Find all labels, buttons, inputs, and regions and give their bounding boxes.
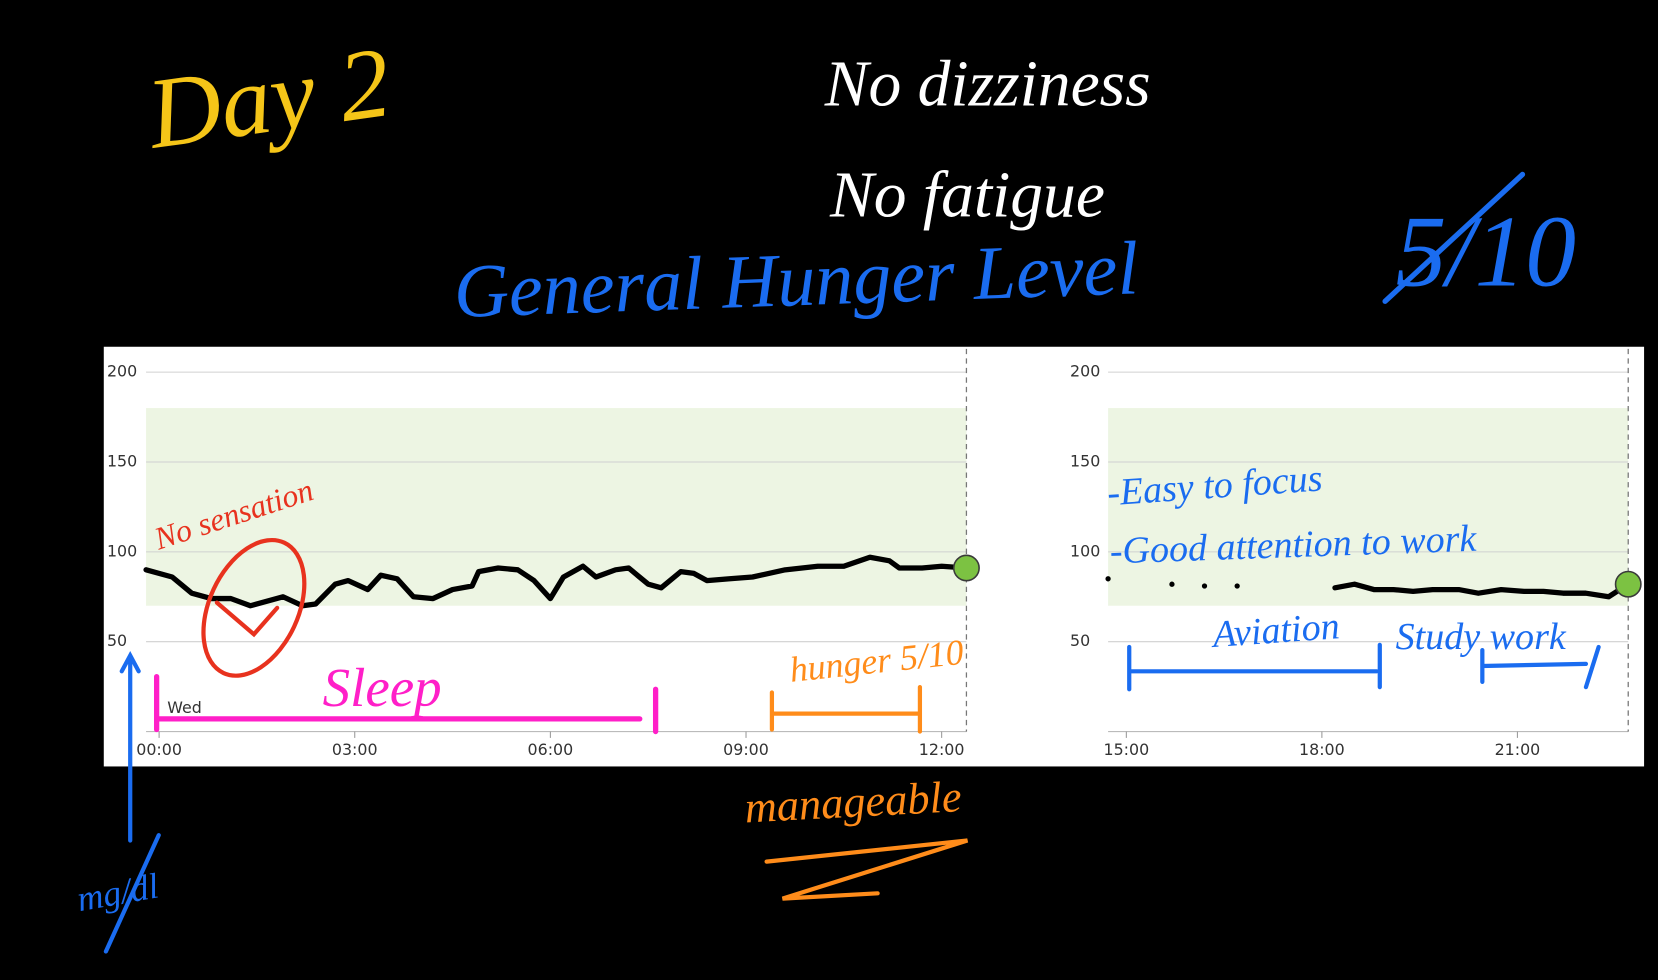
y-tick-label: 100 (1070, 541, 1100, 560)
y-tick-label: 100 (107, 541, 137, 560)
y-tick-label: 150 (1070, 451, 1100, 470)
y-tick-label: 50 (1070, 631, 1090, 650)
y-tick-label: 150 (107, 451, 137, 470)
red-circle (201, 537, 307, 678)
target-range (146, 408, 967, 606)
chart: 50 100 150 200 15:00 18:00 21:00 (1070, 348, 1642, 759)
hunger-bracket (769, 685, 923, 734)
red-dip (214, 600, 280, 638)
x-tick-label: 18:00 (1299, 740, 1345, 759)
fraction-slash (1382, 171, 1526, 304)
x-tick-label: 21:00 (1495, 740, 1541, 759)
y-tick-label: 50 (107, 631, 127, 650)
unit-slash (103, 833, 161, 954)
handwritten-note: Study work (1396, 616, 1567, 658)
chart: 50 100 150 200 00:00 03:00 06:00 09:00 12:00 Wed (107, 348, 980, 759)
scribble (764, 838, 969, 901)
y-tick-label: 200 (107, 362, 137, 381)
current-reading (952, 554, 980, 582)
target-range (1108, 408, 1629, 606)
x-tick-label: 12:00 (919, 740, 965, 759)
x-tick-label: 06:00 (528, 740, 574, 759)
handwritten-note: Sleep (323, 657, 442, 718)
aviation-bracket (1127, 642, 1382, 692)
glucose-line (1105, 576, 1631, 600)
x-tick-label: 00:00 (136, 740, 182, 759)
handwritten-note: 5/10 (1396, 195, 1576, 307)
glucose-line (143, 554, 970, 609)
x-tick-label: 15:00 (1104, 740, 1150, 759)
work-bracket (1480, 644, 1601, 690)
day-label: Wed (167, 698, 202, 717)
sleep-bracket (153, 673, 659, 735)
unit-arrow (119, 650, 141, 843)
x-tick-label: 09:00 (723, 740, 769, 759)
x-tick-label: 03:00 (332, 740, 378, 759)
handwritten-note: Aviation (1209, 605, 1341, 656)
handwritten-note: manageable (743, 771, 962, 832)
handwritten-note: No fatigue (829, 160, 1105, 232)
ink-strokes (103, 171, 1601, 954)
y-tick-label: 200 (1070, 362, 1100, 381)
handwritten-note: No dizziness (824, 49, 1151, 121)
current-reading (1614, 570, 1642, 598)
